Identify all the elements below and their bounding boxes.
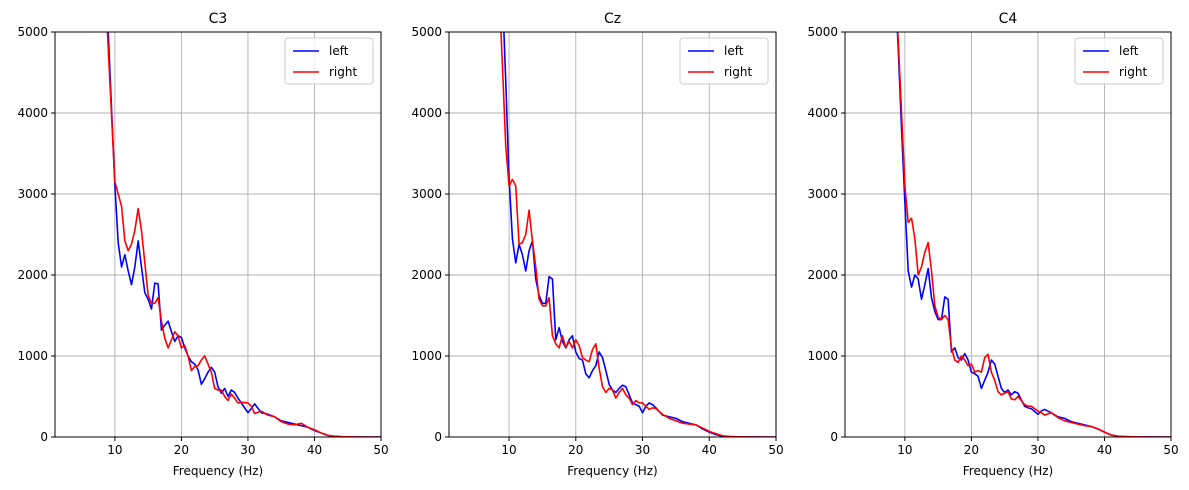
x-tick-label: 50 (373, 443, 388, 457)
y-tick-label: 1000 (807, 349, 838, 363)
series-line-right (897, 32, 1171, 437)
y-tick-label: 5000 (411, 25, 442, 39)
series-line-left (107, 32, 381, 437)
legend: left right (1074, 37, 1164, 85)
y-tick-label: 4000 (807, 106, 838, 120)
y-tick-label: 3000 (807, 187, 838, 201)
x-axis-label: Frequency (Hz) (567, 464, 658, 478)
panel-c4: 10 20 30 40 50 0 1000 2000 3000 4000 5000 C4 Frequen… (807, 11, 1178, 478)
legend-label-left: left (724, 44, 744, 58)
x-tick-label: 40 (702, 443, 717, 457)
y-tick-label: 1000 (411, 349, 442, 363)
y-tick-label: 4000 (411, 106, 442, 120)
plot-frame (844, 31, 1172, 438)
y-tick-label: 3000 (17, 187, 48, 201)
x-tick-label: 20 (568, 443, 583, 457)
x-tick-label: 30 (635, 443, 650, 457)
x-tick-label: 30 (1030, 443, 1045, 457)
x-tick-label: 50 (1163, 443, 1178, 457)
x-tick-label: 50 (768, 443, 783, 457)
legend: left right (679, 37, 769, 85)
y-tick-label: 2000 (17, 268, 48, 282)
x-tick-label: 40 (307, 443, 322, 457)
panel-title: C4 (999, 11, 1018, 27)
x-axis-label: Frequency (Hz) (173, 464, 264, 478)
panel-title: C3 (209, 11, 228, 27)
legend: left right (284, 37, 374, 85)
y-tick-label: 5000 (807, 25, 838, 39)
y-tick-label: 2000 (411, 268, 442, 282)
y-tick-label: 1000 (17, 349, 48, 363)
y-tick-label: 3000 (411, 187, 442, 201)
y-tick-label: 4000 (17, 106, 48, 120)
x-tick-label: 10 (897, 443, 912, 457)
y-tick-label: 0 (434, 430, 442, 444)
panel-title: Cz (604, 11, 621, 27)
y-tick-label: 0 (830, 430, 838, 444)
x-tick-label: 20 (964, 443, 979, 457)
plot-frame (448, 31, 777, 438)
x-axis-label: Frequency (Hz) (963, 464, 1054, 478)
y-tick-label: 0 (40, 430, 48, 444)
series-line-right (106, 32, 381, 437)
x-tick-label: 20 (174, 443, 189, 457)
series-line-right (500, 32, 776, 437)
plot-frame (54, 31, 382, 438)
y-tick-label: 2000 (807, 268, 838, 282)
x-tick-label: 30 (240, 443, 255, 457)
x-tick-label: 10 (501, 443, 516, 457)
legend-label-left: left (329, 44, 349, 58)
legend-label-right: right (329, 65, 357, 79)
legend-label-right: right (724, 65, 752, 79)
x-tick-label: 40 (1097, 443, 1112, 457)
y-tick-label: 5000 (17, 25, 48, 39)
x-tick-label: 10 (107, 443, 122, 457)
panel-c3: 10 20 30 40 50 0 1000 2000 3000 4000 5000 C3 Frequen… (17, 11, 388, 478)
legend-label-left: left (1119, 44, 1139, 58)
legend-label-right: right (1119, 65, 1147, 79)
panel-cz: 10 20 30 40 50 0 1000 2000 3000 4000 5000 Cz Frequen… (411, 11, 783, 478)
